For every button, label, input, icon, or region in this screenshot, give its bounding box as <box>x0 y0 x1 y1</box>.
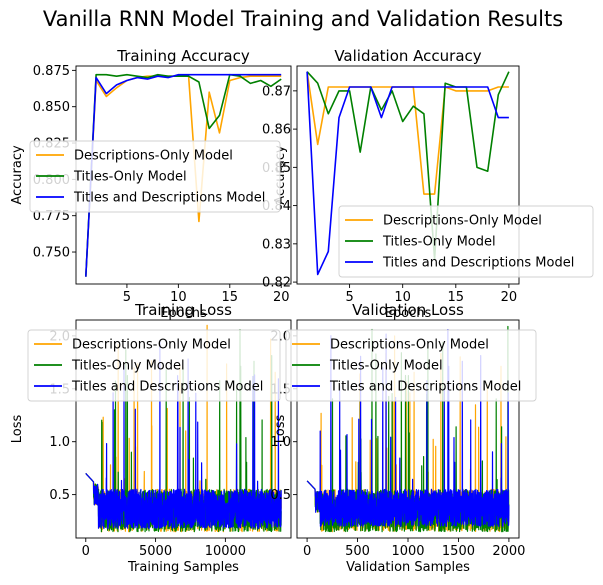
x-tick-label: 5 <box>123 290 131 305</box>
series-line <box>85 73 282 277</box>
x-axis-label: Validation Samples <box>346 560 470 575</box>
legend-label: Titles-Only Model <box>71 359 185 374</box>
subplot-2: Validation Accuracy51015200.820.830.840.… <box>262 47 520 321</box>
x-tick-label: 20 <box>273 290 290 305</box>
series-line <box>306 71 509 276</box>
legend-label: Descriptions-Only Model <box>74 149 233 164</box>
y-tick-label: 0.850 <box>33 100 70 115</box>
y-tick-label: 0.82 <box>262 276 291 291</box>
legend-label: Descriptions-Only Model <box>383 214 542 229</box>
x-tick-label: 1000 <box>391 544 424 559</box>
legend-box <box>27 329 281 402</box>
legend-label: Titles-Only Model <box>73 170 187 185</box>
x-axis-label: Epochs <box>160 306 207 321</box>
x-tick-label: 5 <box>345 290 353 305</box>
legend-label: Titles-Only Model <box>329 359 443 374</box>
x-tick-label: 15 <box>448 290 465 305</box>
subplot-title: Validation Loss <box>352 301 464 319</box>
legend: Descriptions-Only Model Titles-Only Model… <box>29 140 281 213</box>
legend: Descriptions-Only Model Titles-Only Model… <box>27 329 281 402</box>
series-line <box>306 329 510 528</box>
x-axis-label: Epochs <box>385 306 432 321</box>
legend-box <box>338 205 594 278</box>
x-tick-label: 15 <box>222 290 239 305</box>
y-tick-label: 0.775 <box>33 209 70 224</box>
legend-label: Titles and Descriptions Model <box>329 380 521 395</box>
y-tick-label: 0.83 <box>262 237 291 252</box>
axes-frame <box>296 65 520 285</box>
series-line <box>306 71 510 260</box>
legend-label: Titles and Descriptions Model <box>73 191 265 206</box>
x-axis-label: Training Samples <box>127 560 239 575</box>
x-tick-label: 5000 <box>139 544 172 559</box>
x-tick-label: 2000 <box>492 544 525 559</box>
series-line <box>85 73 282 277</box>
y-tick-label: 0.87 <box>262 84 291 99</box>
legend: Descriptions-Only Model Titles-Only Model… <box>285 329 537 402</box>
figure-suptitle: Vanilla RNN Model Training and Validatio… <box>43 7 563 31</box>
x-tick-label: 10 <box>394 290 411 305</box>
y-axis-label: Loss <box>10 415 25 444</box>
x-tick-label: 10000 <box>205 544 246 559</box>
x-tick-label: 1500 <box>442 544 475 559</box>
y-tick-label: 1.0 <box>270 435 291 450</box>
legend-label: Descriptions-Only Model <box>72 338 231 353</box>
legend-label: Descriptions-Only Model <box>330 338 489 353</box>
subplot-3: Training Loss05000100000.51.01.52.0Train… <box>10 301 292 575</box>
y-axis-label: Accuracy <box>10 145 25 205</box>
y-tick-label: 0.86 <box>262 123 291 138</box>
legend: Descriptions-Only Model Titles-Only Model… <box>338 205 594 278</box>
x-tick-label: 10 <box>170 290 187 305</box>
y-axis-label: Loss <box>273 415 288 444</box>
x-tick-label: 500 <box>345 544 370 559</box>
y-tick-label: 0.5 <box>49 488 70 503</box>
axes-frame <box>75 319 292 539</box>
y-tick-label: 0.750 <box>33 246 70 261</box>
y-tick-label: 1.0 <box>49 435 70 450</box>
x-tick-label: 20 <box>501 290 518 305</box>
subplot-title: Training Accuracy <box>116 47 250 65</box>
legend-label: Titles-Only Model <box>382 235 496 250</box>
series-line <box>85 340 282 530</box>
legend-box <box>285 329 537 402</box>
subplot-title: Training Loss <box>134 301 232 319</box>
plot-lines <box>306 71 510 276</box>
plot-lines <box>306 325 510 533</box>
plot-lines <box>85 324 282 533</box>
plot-lines <box>85 73 282 277</box>
y-tick-label: 0.875 <box>33 64 70 79</box>
legend-box <box>29 140 281 213</box>
y-tick-label: 0.5 <box>270 488 291 503</box>
subplot-title: Validation Accuracy <box>334 47 481 65</box>
legend-label: Titles and Descriptions Model <box>382 256 574 271</box>
x-tick-label: 0 <box>303 544 311 559</box>
legend-label: Titles and Descriptions Model <box>71 380 263 395</box>
x-tick-label: 0 <box>82 544 90 559</box>
subplots: Training Accuracy51015200.7500.7750.8000… <box>10 47 594 575</box>
